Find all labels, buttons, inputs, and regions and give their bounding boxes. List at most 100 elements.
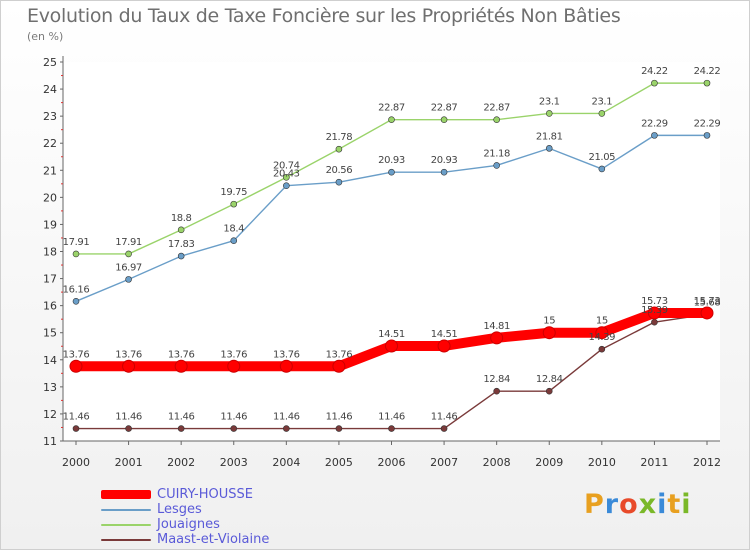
chart-subtitle: (en %) [27, 30, 64, 43]
data-label: 11.46 [431, 412, 458, 423]
legend-swatch [101, 538, 151, 541]
data-point [177, 226, 185, 234]
data-point [703, 132, 711, 139]
data-label: 11.46 [273, 412, 300, 423]
data-label: 17.91 [115, 237, 142, 248]
data-label: 12.84 [536, 374, 563, 385]
legend-label: Maast-et-Violaine [157, 532, 270, 547]
data-label: 20.56 [326, 165, 353, 176]
legend-label: CUIRY-HOUSSE [157, 487, 253, 502]
data-label: 20.43 [273, 169, 300, 180]
data-point [437, 339, 451, 353]
data-label: 15 [543, 316, 555, 327]
x-tick-label: 2002 [167, 456, 195, 469]
x-tick-label: 2012 [693, 456, 721, 469]
data-point [385, 339, 398, 353]
legend: CUIRY-HOUSSE Lesges Jouaignes Maast-et-V… [101, 487, 269, 547]
plot-area [63, 62, 720, 441]
data-point [440, 425, 448, 432]
data-label: 18.8 [171, 213, 192, 224]
data-point [700, 306, 714, 320]
data-point [335, 145, 343, 153]
data-point [177, 252, 185, 260]
logo-letter: i [657, 489, 668, 520]
data-label: 16.97 [115, 262, 142, 273]
data-point [72, 298, 80, 305]
data-point [72, 425, 80, 432]
x-tick-label: 2009 [535, 456, 563, 469]
chart-title: Evolution du Taux de Taxe Foncière sur l… [27, 5, 621, 27]
data-point [283, 182, 290, 190]
data-point [545, 110, 553, 117]
legend-swatch [101, 490, 151, 499]
data-point [388, 425, 395, 432]
data-label: 22.29 [694, 118, 721, 129]
data-label: 20.93 [431, 155, 458, 166]
x-tick-label: 2001 [115, 456, 143, 469]
data-label: 14.39 [589, 332, 616, 343]
data-point [651, 318, 658, 326]
data-point [545, 145, 553, 152]
logo-letter: P [584, 489, 605, 520]
data-label: 22.87 [483, 103, 510, 114]
data-label: 13.76 [115, 349, 142, 360]
data-point [493, 387, 500, 395]
legend-label: Jouaignes [157, 517, 220, 532]
data-point [177, 425, 185, 432]
data-label: 11.46 [378, 412, 405, 423]
proxiti-logo: Proxiti [584, 489, 692, 520]
x-tick-label: 2004 [272, 456, 300, 469]
data-label: 14.81 [483, 321, 510, 332]
data-point [332, 359, 346, 373]
data-label: 14.51 [378, 329, 405, 340]
y-tick-label: 21 [43, 164, 57, 177]
legend-item-lesges: Lesges [101, 502, 269, 517]
logo-letter: r [604, 489, 620, 520]
legend-item-maast-et-violaine: Maast-et-Violaine [101, 532, 269, 547]
y-tick-label: 25 [43, 56, 57, 69]
data-label: 23.1 [539, 96, 560, 107]
data-label: 11.46 [168, 412, 195, 423]
logo-letter: i [681, 489, 692, 520]
logo-letter: x [638, 489, 658, 520]
data-point [230, 425, 238, 432]
x-tick-label: 2006 [378, 456, 406, 469]
data-point [440, 168, 448, 176]
data-point [651, 132, 658, 139]
data-label: 22.29 [641, 118, 668, 129]
data-label: 21.05 [589, 152, 616, 163]
data-label: 13.76 [273, 349, 300, 360]
x-tick-label: 2010 [588, 456, 616, 469]
data-point [125, 276, 132, 283]
data-point [335, 425, 343, 432]
x-tick-label: 2003 [220, 456, 248, 469]
x-tick-label: 2007 [430, 456, 458, 469]
data-point [595, 326, 609, 340]
data-point [283, 425, 290, 432]
data-point [440, 116, 448, 123]
data-point [490, 331, 504, 345]
y-tick-label: 13 [43, 381, 57, 394]
data-label: 24.22 [694, 66, 721, 77]
data-point [279, 359, 293, 373]
series-lines [69, 79, 714, 432]
x-tick-label: 2008 [483, 456, 511, 469]
data-point [125, 250, 132, 258]
x-tick-label: 2000 [62, 456, 90, 469]
y-tick-label: 14 [43, 354, 57, 367]
data-label: 11.46 [326, 412, 353, 423]
data-point [125, 425, 132, 432]
data-label: 24.22 [641, 66, 668, 77]
logo-letter: o [619, 489, 639, 520]
y-tick-label: 12 [43, 408, 57, 421]
data-label: 21.78 [326, 132, 353, 143]
data-point [174, 359, 188, 373]
data-label: 13.76 [326, 349, 353, 360]
legend-swatch [101, 523, 151, 526]
data-label: 17.91 [63, 237, 90, 248]
legend-swatch [101, 508, 151, 511]
data-label: 21.81 [536, 131, 563, 142]
data-point [493, 116, 500, 123]
data-label: 19.75 [220, 187, 247, 198]
